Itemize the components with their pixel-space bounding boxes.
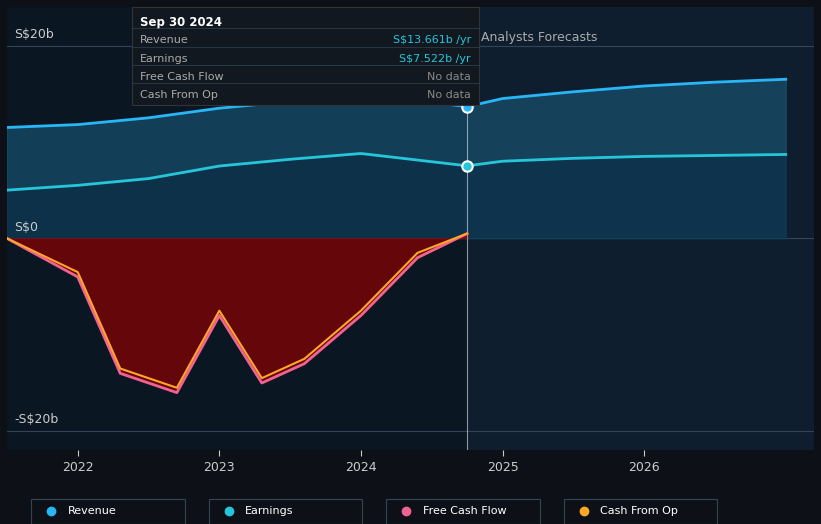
Text: Cash From Op: Cash From Op [140,90,218,100]
Text: Revenue: Revenue [67,506,117,516]
Text: Earnings: Earnings [140,53,189,63]
Text: S$13.661b /yr: S$13.661b /yr [392,35,471,45]
Text: S$7.522b /yr: S$7.522b /yr [399,53,471,63]
Bar [7,7,467,451]
Text: Past: Past [434,31,460,44]
Text: S$0: S$0 [14,221,38,234]
Text: No data: No data [427,72,471,82]
Text: Analysts Forecasts: Analysts Forecasts [481,31,598,44]
Text: Earnings: Earnings [245,506,294,516]
Text: Free Cash Flow: Free Cash Flow [140,72,224,82]
Text: No data: No data [427,90,471,100]
Text: Revenue: Revenue [140,35,189,45]
Text: Free Cash Flow: Free Cash Flow [423,506,507,516]
Text: S$20b: S$20b [14,28,53,41]
Text: Sep 30 2024: Sep 30 2024 [140,16,222,29]
FancyBboxPatch shape [132,7,479,104]
Bar [467,7,814,451]
Text: -S$20b: -S$20b [14,413,58,427]
Text: Cash From Op: Cash From Op [600,506,678,516]
